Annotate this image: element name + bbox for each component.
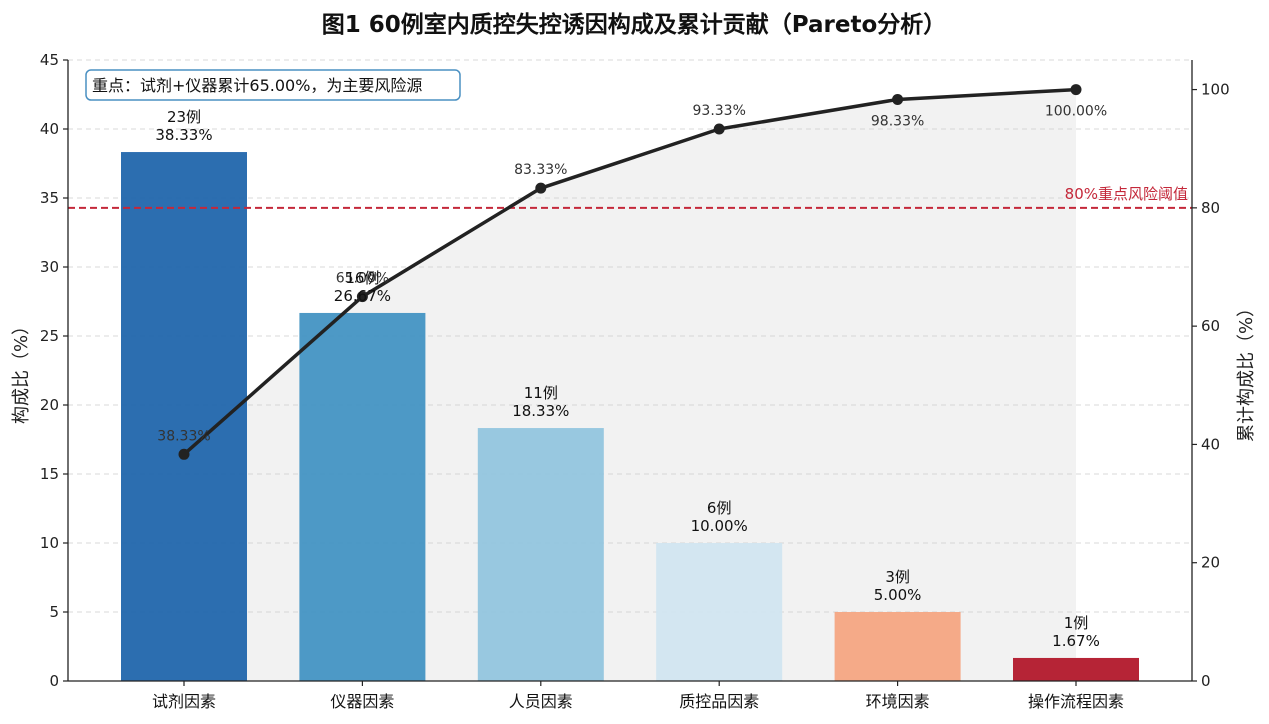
bar-percent-label: 1.67% [1052,632,1100,650]
bar-count-label: 23例 [167,108,201,126]
left-tick-label: 15 [40,465,59,483]
x-tick-label: 试剂因素 [152,692,216,711]
cumulative-point [356,291,368,303]
bar-count-label: 16例 [345,269,379,287]
x-tick-label: 环境因素 [866,692,930,711]
bar [299,312,426,681]
right-tick-label: 100 [1201,81,1230,99]
bar-count-label: 11例 [524,384,558,402]
bar-count-label: 3例 [885,568,910,586]
bar-count-label: 1例 [1064,614,1089,632]
cumulative-line [182,87,1077,456]
cumulative-point [1070,84,1082,96]
left-tick-label: 5 [49,603,59,621]
cumulative-label: 83.33% [514,162,567,178]
cumulative-label: 65.00% [336,271,389,287]
annotation-box: 重点：试剂+仪器累计65.00%，为主要风险源 [85,69,461,101]
bar [1013,657,1139,681]
left-tick-label: 20 [40,396,59,414]
x-tick-label: 质控品因素 [679,692,759,711]
threshold-label: 80%重点风险阈值 [1065,185,1188,203]
cumulative-label: 38.33% [157,428,210,444]
y-axis-right-label: 累计构成比（%） [1236,299,1257,442]
threshold-line-group: 80%重点风险阈值 [68,185,1192,209]
left-tick-label: 0 [49,672,59,690]
chart-title: 图1 60例室内质控失控诱因构成及累计贡献（Pareto分析） [322,11,947,38]
axes: 0 5 10 15 20 25 30 35 40 45 0 20 40 60 80 100 试剂因素 仪器因素 人员… [11,51,1257,711]
bar-percent-label: 26.67% [334,287,391,305]
right-tick-label: 40 [1201,435,1220,453]
bar [477,428,604,681]
cumulative-label: 100.00% [1045,104,1107,120]
left-tick-label: 35 [40,189,59,207]
left-tick-label: 25 [40,327,59,345]
right-tick-label: 20 [1201,554,1220,572]
right-tick-label: 80 [1201,199,1220,217]
cumulative-label: 98.33% [871,113,924,129]
bar-count-label: 6例 [707,499,732,517]
cumulative-point [535,182,547,194]
cumulative-line-group [178,84,1082,460]
bar-percent-label: 10.00% [691,517,748,535]
left-tick-label: 10 [40,534,59,552]
bar [656,543,783,681]
bar [834,612,961,681]
cumulative-point [892,93,904,105]
annotation-frame [85,69,461,101]
grid-lines [68,59,1192,613]
left-tick-label: 30 [40,258,59,276]
left-tick-label: 40 [40,120,59,138]
bar-percent-label: 38.33% [155,126,212,144]
left-tick-label: 45 [40,51,59,69]
data-labels: 38.33% 65.00% 83.33% 93.33% 98.33% 100.00% 23例… [155,103,1107,650]
bar-percent-label: 5.00% [874,586,922,604]
x-tick-label: 操作流程因素 [1028,692,1124,711]
x-tick-label: 人员因素 [509,692,573,711]
bar-percent-label: 18.33% [512,402,569,420]
right-tick-label: 0 [1201,672,1211,690]
x-tick-label: 仪器因素 [330,692,394,711]
cumulative-point [713,123,725,135]
cumulative-label: 93.33% [693,103,746,119]
cumulative-point [178,448,190,460]
right-tick-label: 60 [1201,317,1220,335]
y-axis-label: 构成比（%） [11,317,32,424]
annotation-text: 重点：试剂+仪器累计65.00%，为主要风险源 [92,76,422,95]
